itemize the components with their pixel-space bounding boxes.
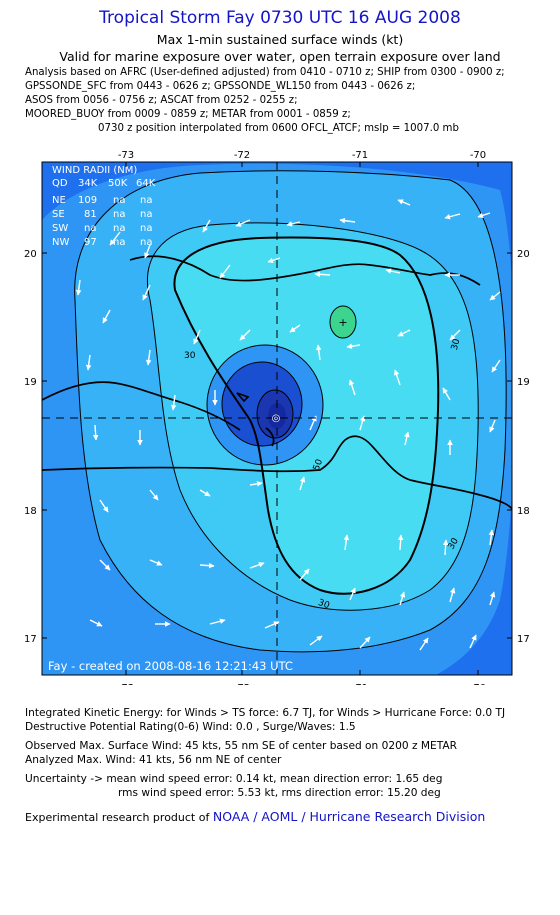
lat-tick-right: 17	[517, 634, 530, 645]
lat-tick-right: 20	[517, 249, 530, 260]
ike-text: Integrated Kinetic Energy: for Winds > T…	[25, 707, 506, 719]
analysis-line-1: Analysis based on AFRC (User-defined adj…	[25, 67, 505, 78]
wind-radii-sw-64k: na	[140, 223, 152, 234]
longitude-axis: -73 -72 -71 -70 -73 -72 -71 -70	[118, 150, 486, 685]
lon-tick-bottom: -71	[352, 683, 368, 685]
wind-radii-col-qd: QD	[52, 178, 68, 189]
local-max-marker-icon: +	[338, 316, 347, 329]
wind-radii-se-34k: 81	[84, 209, 97, 220]
analysis-line-2: GPSSONDE_SFC from 0443 - 0626 z; GPSSOND…	[25, 81, 416, 92]
wind-radii-col-64k: 64K	[136, 178, 156, 189]
contour-label: 30	[450, 337, 463, 351]
wind-radii-sw-50k: na	[113, 223, 125, 234]
latitude-axis: 20 19 18 17 20 19 18 17	[24, 249, 530, 645]
contour-label: 50	[312, 458, 325, 472]
wind-radii-ne-64k: na	[140, 195, 152, 206]
wind-radii-header: WIND RADII (NM)	[52, 165, 137, 176]
lon-tick-bottom: -73	[118, 683, 134, 685]
subtitle-exposure: Valid for marine exposure over water, op…	[59, 49, 501, 64]
wind-radii-se-label: SE	[52, 209, 65, 220]
map-frame	[41, 161, 513, 676]
wind-radii-ne-34k: 109	[78, 195, 97, 206]
product-prefix: Experimental research product of	[25, 811, 210, 824]
wind-radii-col-34k: 34K	[78, 178, 98, 189]
map-credit: Fay - created on 2008-08-16 12:21:43 UTC	[48, 659, 293, 673]
local-wind-maximum	[330, 306, 356, 338]
wind-radii-sw-34k: na	[84, 223, 96, 234]
lon-tick-top: -73	[118, 150, 134, 161]
lon-tick-top: -71	[352, 150, 368, 161]
wind-radii-se-50k: na	[113, 209, 125, 220]
observed-max-text: Observed Max. Surface Wind: 45 kts, 55 n…	[25, 740, 457, 752]
lat-tick-left: 19	[24, 377, 37, 388]
wind-radii-col-50k: 50K	[108, 178, 128, 189]
wind-radii-nw-50k: na	[113, 237, 125, 248]
analyzed-max-text: Analyzed Max. Wind: 41 kts, 56 nm NE of …	[25, 754, 282, 766]
analysis-position-note: 0730 z position interpolated from 0600 O…	[98, 123, 459, 134]
dpr-text: Destructive Potential Rating(0-6) Wind: …	[25, 721, 356, 733]
contour-label: 30	[184, 351, 196, 361]
wind-contours	[74, 170, 507, 653]
wind-radii-se-64k: na	[140, 209, 152, 220]
hrd-link[interactable]: NOAA / AOML / Hurricane Research Divisio…	[212, 809, 486, 824]
uncertainty-rms-text: rms wind speed error: 5.53 kt, rms direc…	[118, 787, 441, 799]
lat-tick-left: 18	[24, 506, 37, 517]
coastline	[42, 255, 512, 511]
subtitle-winds: Max 1-min sustained surface winds (kt)	[156, 32, 404, 47]
center-marker-icon: ◎	[272, 413, 281, 424]
lat-tick-right: 19	[517, 377, 530, 388]
lat-tick-right: 18	[517, 506, 530, 517]
contour-label: 30	[317, 598, 331, 611]
wind-radii-sw-label: SW	[52, 223, 68, 234]
analysis-line-4: MOORED_BUOY from 0009 - 0859 z; METAR fr…	[25, 109, 351, 120]
product-credit: Experimental research product of NOAA / …	[25, 809, 485, 824]
wind-radii-ne-50k: na	[113, 195, 125, 206]
wind-radii-nw-label: NW	[52, 237, 69, 248]
lon-tick-bottom: -70	[470, 683, 486, 685]
analysis-line-3: ASOS from 0056 - 0756 z; ASCAT from 0252…	[25, 95, 298, 106]
wind-radii-nw-64k: na	[140, 237, 152, 248]
storm-core	[207, 345, 323, 465]
wind-radii-nw-34k: 97	[84, 237, 97, 248]
wind-vectors	[75, 199, 501, 651]
wind-radii-table: WIND RADII (NM) QD 34K 50K 64K NE 109 na…	[52, 165, 156, 248]
lat-tick-left: 20	[24, 249, 37, 260]
wind-radii-ne-label: NE	[52, 195, 66, 206]
lon-tick-top: -70	[470, 150, 486, 161]
uncertainty-mean-text: Uncertainty -> mean wind speed error: 0.…	[25, 773, 443, 785]
lat-tick-left: 17	[24, 634, 37, 645]
lon-tick-bottom: -72	[234, 683, 250, 685]
axis-ticks	[42, 162, 512, 675]
page-title: Tropical Storm Fay 0730 UTC 16 AUG 2008	[99, 8, 461, 28]
wind-field-map: ◎ + 30 30 30 30 50 WIND RADII (NM) QD 34…	[24, 150, 530, 685]
lon-tick-top: -72	[234, 150, 250, 161]
